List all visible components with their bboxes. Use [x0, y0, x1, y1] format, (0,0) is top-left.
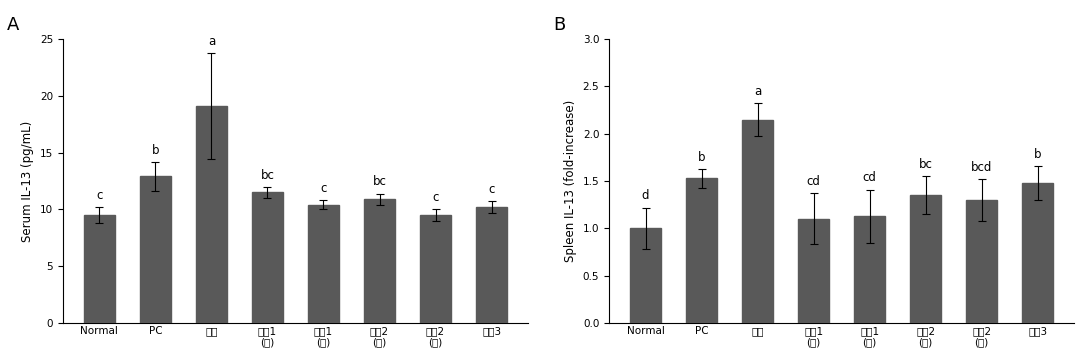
Text: b: b — [698, 151, 705, 163]
Text: cd: cd — [806, 175, 820, 188]
Text: c: c — [96, 189, 103, 202]
Text: bc: bc — [261, 169, 274, 182]
Text: bc: bc — [372, 175, 386, 189]
Bar — [967, 200, 997, 323]
Text: cd: cd — [863, 171, 876, 185]
Text: b: b — [152, 144, 159, 157]
Bar — [910, 195, 942, 323]
Y-axis label: Spleen IL-13 (fold-increase): Spleen IL-13 (fold-increase) — [564, 100, 577, 262]
Text: bcd: bcd — [971, 161, 993, 174]
Text: a: a — [207, 35, 215, 48]
Text: bc: bc — [919, 158, 933, 171]
Bar — [742, 119, 774, 323]
Text: b: b — [1034, 148, 1042, 161]
Bar — [308, 205, 339, 323]
Bar — [1022, 183, 1053, 323]
Text: c: c — [432, 191, 439, 204]
Bar — [854, 216, 885, 323]
Bar — [140, 177, 171, 323]
Text: d: d — [642, 189, 649, 202]
Y-axis label: Serum IL-13 (pg/mL): Serum IL-13 (pg/mL) — [21, 120, 34, 242]
Text: c: c — [321, 182, 326, 195]
Bar — [476, 207, 507, 323]
Bar — [252, 193, 283, 323]
Bar — [84, 215, 115, 323]
Bar — [686, 178, 717, 323]
Bar — [196, 106, 227, 323]
Text: c: c — [489, 183, 494, 196]
Bar — [799, 219, 829, 323]
Bar — [364, 199, 395, 323]
Text: a: a — [754, 85, 762, 98]
Bar — [631, 228, 661, 323]
Text: B: B — [553, 16, 565, 34]
Text: A: A — [7, 16, 20, 34]
Bar — [420, 215, 451, 323]
